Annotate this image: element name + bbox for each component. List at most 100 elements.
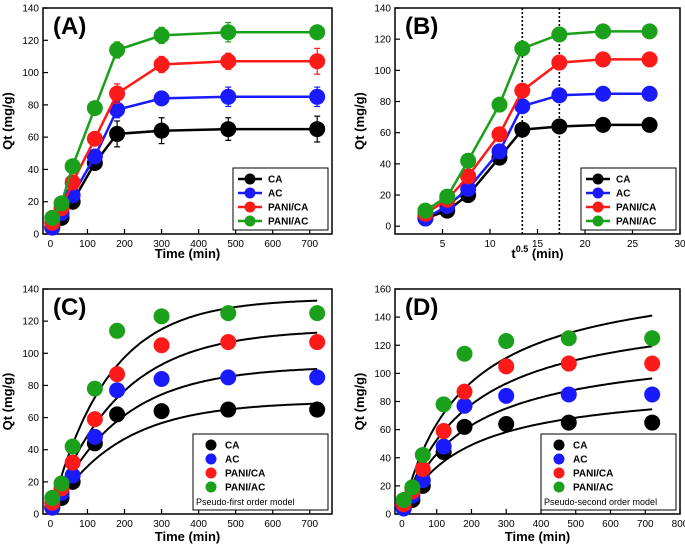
data-point [220, 88, 237, 105]
data-point [109, 85, 126, 102]
x-tick-label: 700 [301, 239, 318, 250]
data-point [460, 152, 477, 169]
y-tick-label: 40 [380, 453, 392, 464]
chart-panel-1: 0 100 200 300 400 500 600 700 0 20 40 60 80 100 120 140… [0, 4, 333, 261]
legend-marker [592, 215, 604, 227]
data-point [309, 334, 326, 351]
x-tick-label: 400 [190, 239, 207, 250]
data-point [64, 158, 81, 175]
data-point [153, 337, 170, 354]
data-point [86, 130, 103, 147]
panel-label: (D) [405, 294, 438, 321]
data-point [641, 116, 658, 133]
y-tick-label: 0 [385, 222, 391, 233]
data-point [595, 85, 612, 102]
data-point [491, 143, 508, 160]
data-point [644, 355, 661, 372]
data-point [220, 401, 237, 418]
y-tick-label: 100 [374, 66, 391, 77]
data-point [153, 371, 170, 387]
data-point [491, 96, 508, 113]
data-point [551, 87, 568, 104]
data-point [109, 382, 126, 399]
legend-label: PANI/CA [225, 469, 265, 480]
data-point [309, 121, 326, 138]
chart-panel-4: 0 100 200 300 400 500 600 700 800 0 20 40 60 80 100 120… [352, 285, 685, 545]
data-point [53, 195, 70, 212]
y-tick-label: 80 [28, 381, 40, 392]
panel-label: (A) [53, 13, 86, 40]
legend-marker [244, 201, 256, 213]
data-point [86, 100, 103, 117]
legend-label: PANI/AC [268, 217, 308, 228]
x-tick-label: 300 [153, 239, 170, 250]
y-tick-label: 120 [22, 36, 39, 47]
x-tick-label: 300 [153, 519, 170, 530]
data-point [53, 475, 70, 492]
data-point [560, 386, 577, 403]
data-point [491, 126, 508, 143]
data-point [44, 209, 61, 226]
x-tick-label: 600 [264, 239, 281, 250]
data-point [153, 308, 170, 325]
legend: CA AC PANI/CA PANI/AC [232, 167, 329, 231]
legend-label: PANI/CA [573, 469, 613, 480]
x-axis-label: t0.5 (min) [511, 244, 563, 261]
data-point [86, 428, 103, 445]
legend-marker [592, 201, 604, 213]
y-tick-label: 40 [28, 165, 40, 176]
data-point [309, 24, 326, 41]
model-fit-curve [401, 314, 653, 515]
data-point [514, 40, 531, 57]
model-label: Pseudo-second order model [544, 497, 657, 507]
data-point [109, 366, 126, 383]
x-tick-label: 25 [627, 239, 639, 250]
data-point [86, 148, 103, 165]
y-tick-label: 20 [380, 191, 392, 202]
data-point [220, 53, 237, 70]
y-tick-label: 140 [22, 285, 39, 296]
data-point [220, 369, 237, 386]
data-point [435, 438, 452, 455]
data-point [109, 406, 126, 423]
data-point [498, 333, 515, 350]
legend-label: AC [616, 189, 630, 200]
y-tick-label: 60 [28, 133, 40, 144]
x-tick-label: 500 [227, 239, 244, 250]
legend-label: AC [573, 455, 587, 466]
data-point [86, 411, 103, 428]
x-tick-label: 300 [498, 519, 515, 530]
y-tick-label: 140 [22, 4, 39, 15]
model-label: Pseudo-first order model [196, 497, 295, 507]
chart-panel-2: 5 10 15 20 25 30 0 20 40 60 80 100 120 140 t0.5 (min) Q… [352, 4, 685, 262]
plot-frame [42, 288, 333, 515]
data-point [456, 383, 473, 400]
plot-frame [42, 7, 333, 235]
legend-marker [205, 453, 217, 465]
y-tick-label: 60 [380, 425, 392, 436]
data-point [153, 403, 170, 420]
x-axis-label-base: t [511, 246, 516, 261]
data-point [220, 305, 237, 322]
x-tick-label: 5 [440, 239, 446, 250]
data-point [595, 116, 612, 133]
x-tick-label: 15 [532, 239, 544, 250]
x-tick-label: 400 [533, 519, 550, 530]
x-axis-label: Time (min) [505, 529, 571, 544]
data-point [44, 489, 61, 506]
data-point [641, 85, 658, 102]
y-tick-label: 120 [22, 317, 39, 328]
legend-label: AC [225, 455, 239, 466]
x-tick-label: 600 [264, 519, 281, 530]
model-fit-curve [49, 299, 318, 515]
data-point [514, 121, 531, 138]
data-point [86, 380, 103, 397]
x-tick-label: 800 [672, 519, 685, 530]
data-point [220, 121, 237, 138]
legend-label: PANI/CA [616, 203, 656, 214]
y-tick-label: 140 [374, 313, 391, 324]
data-point [109, 125, 126, 142]
y-tick-label: 80 [28, 100, 40, 111]
legend-label: PANI/AC [573, 483, 613, 494]
data-point [551, 118, 568, 135]
